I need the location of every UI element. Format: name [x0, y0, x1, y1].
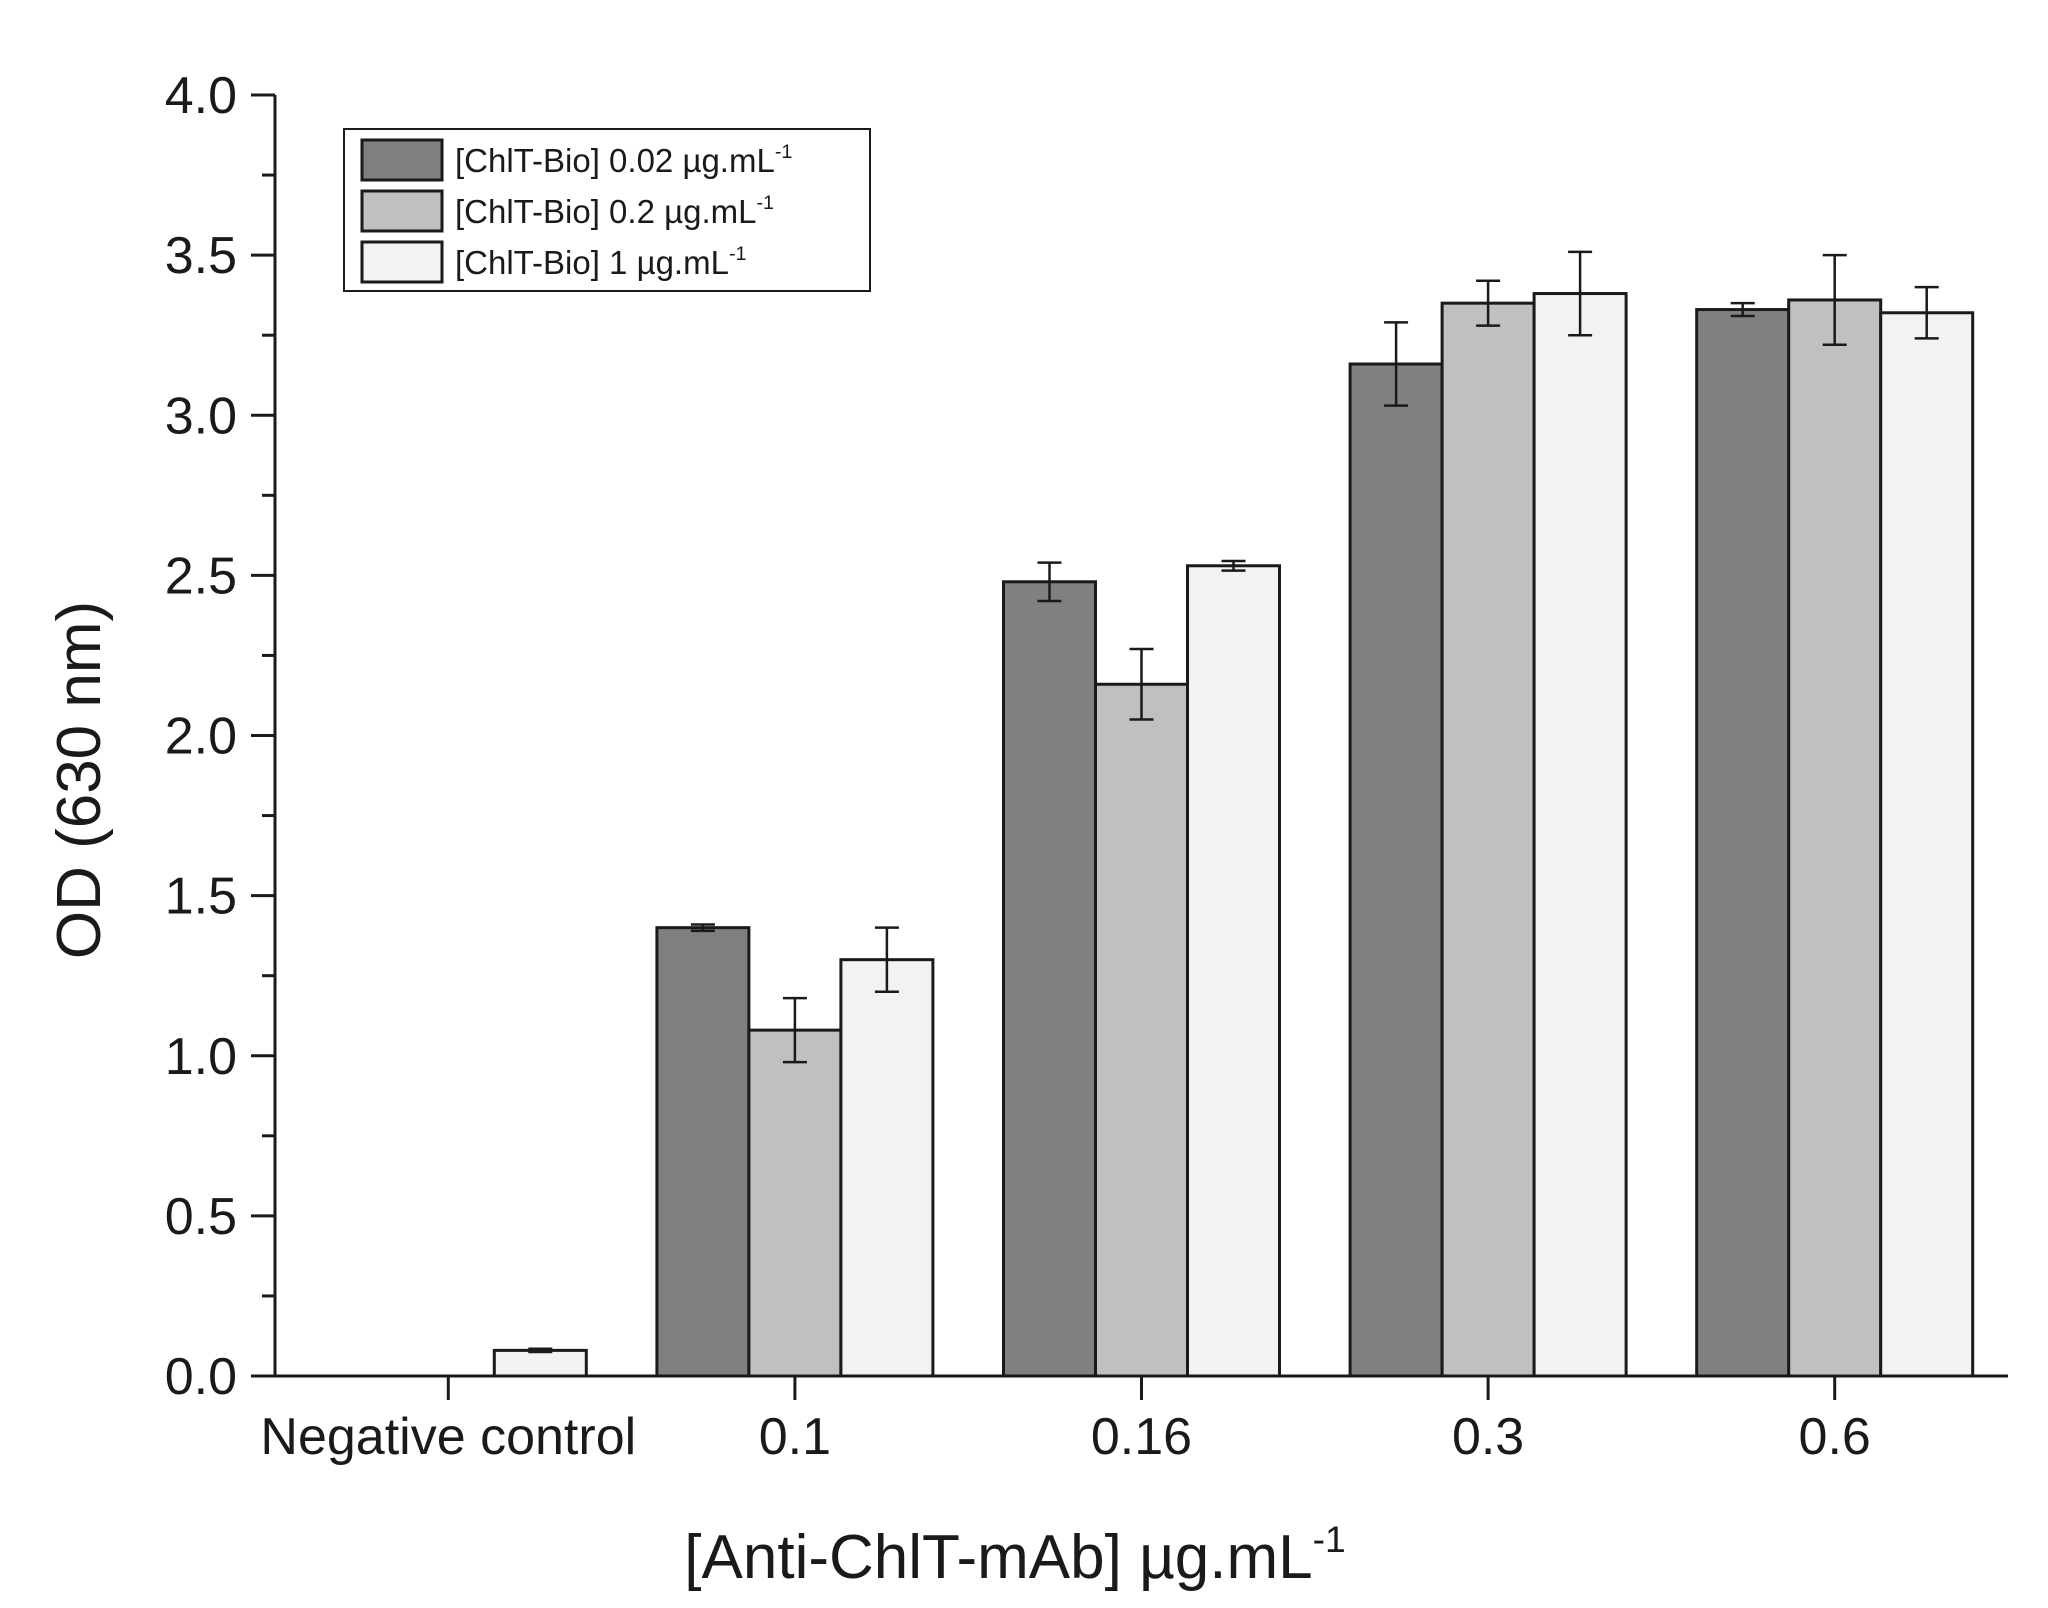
legend-label-2: [ChlT-Bio] 0.2 µg.mL-1	[455, 192, 774, 230]
y-tick-label: 1.0	[165, 1028, 237, 1086]
bar-2-3	[1094, 682, 1189, 1378]
error-bar-2-4	[1476, 279, 1501, 327]
axes-layer	[251, 93, 2008, 1400]
error-bar-3-3	[1221, 559, 1246, 572]
error-bar-1-2	[690, 923, 715, 933]
legend-label-1: [ChlT-Bio] 0.02 µg.mL-1	[455, 141, 792, 179]
error-bar-2-5	[1822, 253, 1847, 347]
y-tick-label: 0.5	[165, 1188, 237, 1246]
bar-3-1	[492, 1348, 588, 1378]
y-tick-label: 2.0	[165, 708, 237, 766]
x-tick-label: 0.6	[1799, 1408, 1871, 1466]
x-tick-label: 0.16	[1091, 1408, 1192, 1466]
legend: [ChlT-Bio] 0.02 µg.mL-1 [ChlT-Bio] 0.2 µ…	[343, 128, 871, 292]
legend-label-3: [ChlT-Bio] 1 µg.mL-1	[455, 243, 747, 281]
bar-2-4	[1440, 301, 1536, 1378]
bar-3-4	[1532, 292, 1628, 1378]
y-tick-label: 2.5	[165, 547, 237, 605]
legend-swatch-2	[360, 189, 444, 233]
y-tick-label: 4.0	[165, 67, 237, 125]
error-bar-1-3	[1037, 561, 1062, 603]
y-tick-label: 3.0	[165, 387, 237, 445]
y-axis-title: OD (630 nm)	[45, 601, 114, 959]
error-bar-2-2	[782, 996, 807, 1064]
bar-1-2	[655, 926, 751, 1378]
bar-1-3	[1002, 580, 1097, 1378]
bar-2-5	[1787, 298, 1883, 1378]
error-bar-3-5	[1914, 285, 1939, 340]
bar-2-2	[747, 1028, 843, 1378]
error-bar-3-4	[1568, 250, 1593, 337]
legend-swatch-1	[360, 138, 444, 182]
y-tick-label: 0.0	[165, 1348, 237, 1406]
x-tick-label: 0.3	[1452, 1408, 1524, 1466]
x-axis-title-sup: -1	[1313, 1518, 1346, 1560]
error-bar-1-4	[1384, 321, 1409, 407]
error-bar-1-5	[1730, 301, 1755, 318]
bar-3-3	[1186, 564, 1281, 1378]
error-bar-2-3	[1129, 647, 1154, 721]
bar-3-2	[839, 958, 935, 1378]
y-tick-label: 1.5	[165, 868, 237, 926]
bar-1-5	[1695, 308, 1791, 1378]
error-bar-3-2	[874, 926, 899, 993]
x-axis-title-main: [Anti-ChlT-mAb] µg.mL	[684, 1523, 1312, 1592]
legend-swatch-3	[360, 240, 444, 284]
x-tick-label: Negative control	[260, 1408, 636, 1466]
y-tick-label: 3.5	[165, 227, 237, 285]
error-bar-3-1	[528, 1347, 553, 1354]
x-axis-title: [Anti-ChlT-mAb] µg.mL-1	[684, 1518, 1345, 1592]
x-tick-label: 0.1	[759, 1408, 831, 1466]
bar-3-5	[1879, 311, 1975, 1378]
bar-1-4	[1348, 362, 1444, 1378]
labels-layer: 0.0 0.5 1.0 1.5 2.0 2.5 3.0 3.5 4.0 Negative cont…	[165, 67, 1871, 1466]
bars-layer	[492, 250, 1975, 1378]
